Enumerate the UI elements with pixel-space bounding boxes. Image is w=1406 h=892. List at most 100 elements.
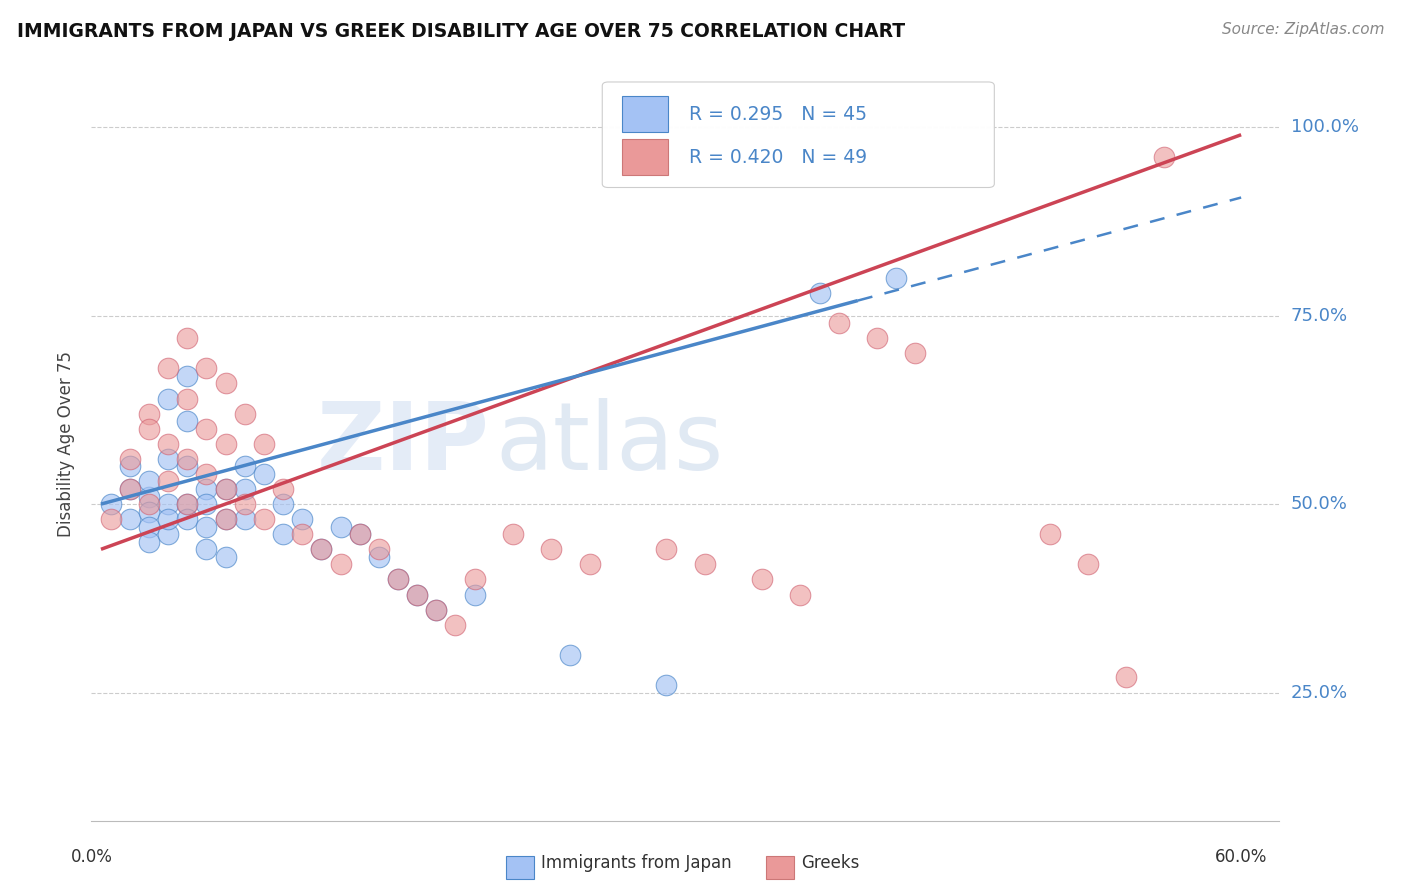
FancyBboxPatch shape [602,82,994,187]
Point [884,271,907,285]
Point [214,482,236,496]
Point [214,512,236,526]
Point [253,467,276,481]
Point [138,475,160,489]
Text: Immigrants from Japan: Immigrants from Japan [541,855,733,872]
Point [157,437,180,451]
Point [1115,670,1137,684]
Point [118,459,141,474]
Point [233,482,256,496]
Point [176,414,198,428]
Point [157,361,180,376]
Point [329,519,352,533]
Point [464,573,486,587]
Point [176,368,198,383]
Text: 25.0%: 25.0% [1291,683,1348,701]
Point [329,558,352,572]
Point [904,346,927,360]
Point [1153,150,1175,164]
Point [271,497,294,511]
Point [118,482,141,496]
Point [387,573,409,587]
Point [349,527,371,541]
Point [138,505,160,519]
Point [425,602,447,616]
Point [176,331,198,345]
Point [157,527,180,541]
Y-axis label: Disability Age Over 75: Disability Age Over 75 [58,351,76,537]
Text: Greeks: Greeks [801,855,860,872]
Point [828,316,851,330]
Point [195,361,218,376]
Text: R = 0.420   N = 49: R = 0.420 N = 49 [689,148,868,167]
Point [176,392,198,406]
Point [1077,558,1099,572]
Point [311,542,333,557]
Text: Source: ZipAtlas.com: Source: ZipAtlas.com [1222,22,1385,37]
Point [138,490,160,504]
Point [176,497,198,511]
Point [406,588,429,602]
Point [176,512,198,526]
Point [751,573,773,587]
Point [502,527,524,541]
Point [157,392,180,406]
FancyBboxPatch shape [623,139,668,176]
Text: ZIP: ZIP [316,398,489,490]
Point [866,331,889,345]
Point [808,285,831,300]
Text: R = 0.295   N = 45: R = 0.295 N = 45 [689,105,868,124]
Point [138,534,160,549]
Text: IMMIGRANTS FROM JAPAN VS GREEK DISABILITY AGE OVER 75 CORRELATION CHART: IMMIGRANTS FROM JAPAN VS GREEK DISABILIT… [17,22,905,41]
Point [367,549,389,564]
Point [157,497,180,511]
Point [387,573,409,587]
Point [157,512,180,526]
Point [195,519,218,533]
Point [291,512,314,526]
Point [157,451,180,466]
Point [195,422,218,436]
Point [176,497,198,511]
Point [157,475,180,489]
Point [195,497,218,511]
Point [464,588,486,602]
Point [271,527,294,541]
Point [291,527,314,541]
Point [349,527,371,541]
Point [233,407,256,421]
Point [100,512,122,526]
Text: atlas: atlas [495,398,724,490]
Point [214,482,236,496]
Point [253,437,276,451]
Point [214,512,236,526]
Point [693,558,716,572]
Point [655,542,678,557]
Point [176,451,198,466]
Point [540,542,562,557]
Point [214,376,236,391]
Point [195,482,218,496]
Point [195,467,218,481]
Point [655,678,678,692]
Point [444,617,467,632]
Text: 0.0%: 0.0% [70,848,112,866]
Point [100,497,122,511]
Point [367,542,389,557]
Point [138,497,160,511]
Point [578,558,600,572]
Point [406,588,429,602]
Point [138,407,160,421]
Point [233,497,256,511]
Point [118,482,141,496]
Point [118,451,141,466]
Text: 60.0%: 60.0% [1215,848,1267,866]
Point [1038,527,1060,541]
Point [176,459,198,474]
Point [195,542,218,557]
Point [271,482,294,496]
Point [138,422,160,436]
Point [138,519,160,533]
Point [233,459,256,474]
FancyBboxPatch shape [623,96,668,133]
